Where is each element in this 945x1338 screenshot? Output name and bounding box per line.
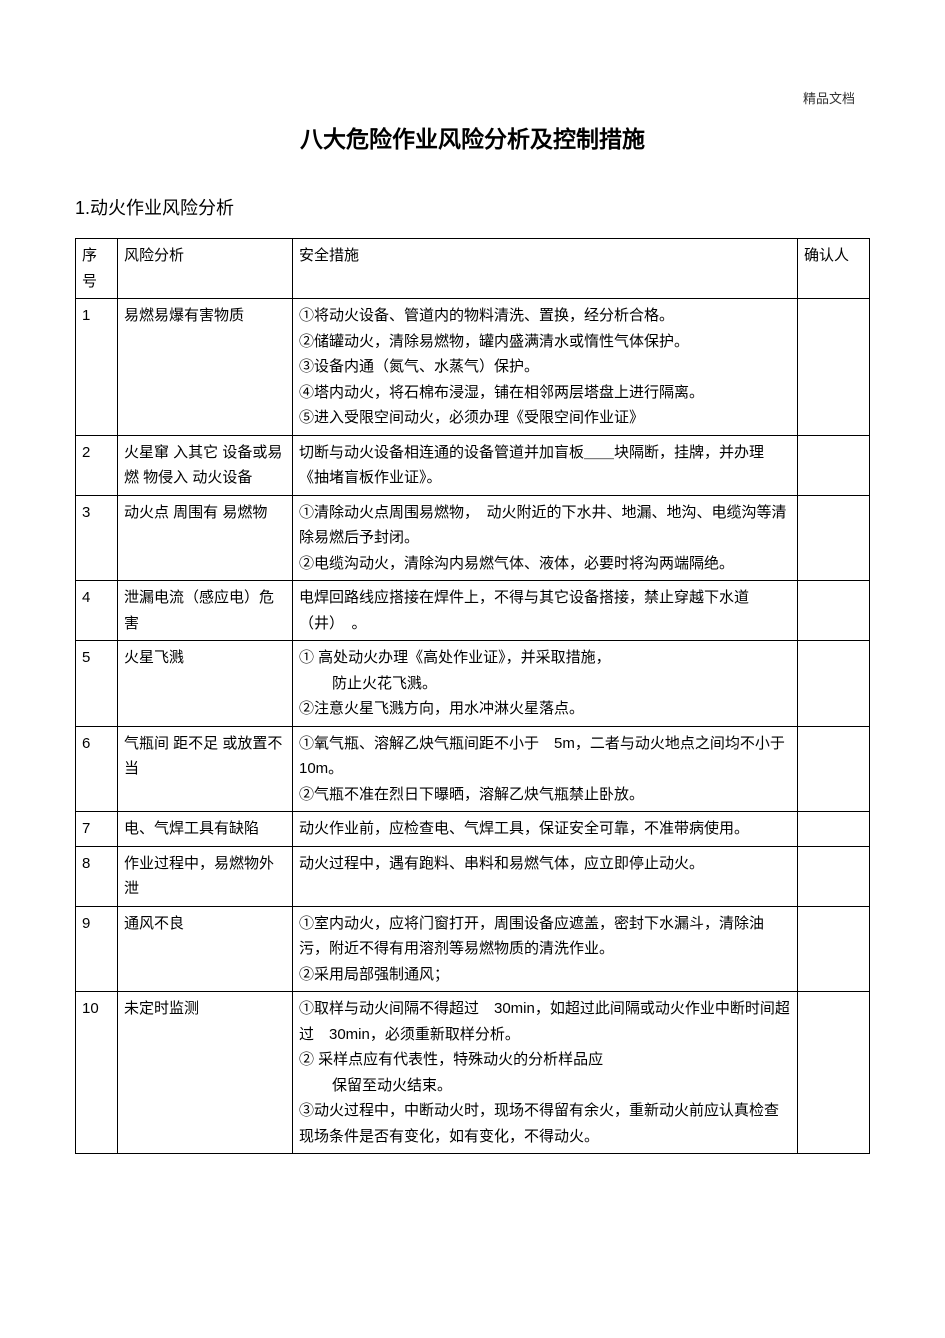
cell-measure: ①将动火设备、管道内的物料清洗、置换，经分析合格。②储罐动火，清除易燃物，罐内盛… xyxy=(293,299,798,436)
measure-line: ④塔内动火，将石棉布浸湿，铺在相邻两层塔盘上进行隔离。 xyxy=(299,380,791,406)
measure-line: ① 高处动火办理《高处作业证》，并采取措施， xyxy=(299,645,791,671)
col-header-num: 序号 xyxy=(76,239,118,299)
cell-num: 7 xyxy=(76,812,118,847)
measure-line: 切断与动火设备相连通的设备管道并加盲板＿＿块隔断，挂牌，并办理《抽堵盲板作业证》… xyxy=(299,440,791,491)
cell-measure: 动火作业前，应检查电、气焊工具，保证安全可靠，不准带病使用。 xyxy=(293,812,798,847)
table-row: 8作业过程中，易燃物外泄动火过程中，遇有跑料、串料和易燃气体，应立即停止动火。 xyxy=(76,846,870,906)
measure-line: 防止火花飞溅。 xyxy=(299,671,791,697)
cell-num: 2 xyxy=(76,435,118,495)
measure-line: 保留至动火结束。 xyxy=(299,1073,791,1099)
measure-line: ②注意火星飞溅方向，用水冲淋火星落点。 xyxy=(299,696,791,722)
cell-num: 5 xyxy=(76,641,118,727)
cell-num: 10 xyxy=(76,992,118,1154)
table-row: 3动火点 周围有 易燃物①清除动火点周围易燃物， 动火附近的下水井、地漏、地沟、… xyxy=(76,495,870,581)
measure-line: ①取样与动火间隔不得超过 30min，如超过此间隔或动火作业中断时间超过 30m… xyxy=(299,996,791,1047)
measure-line: ①清除动火点周围易燃物， 动火附近的下水井、地漏、地沟、电缆沟等清除易燃后予封闭… xyxy=(299,500,791,551)
cell-risk: 动火点 周围有 易燃物 xyxy=(118,495,293,581)
table-row: 4泄漏电流（感应电）危害电焊回路线应搭接在焊件上，不得与其它设备搭接，禁止穿越下… xyxy=(76,581,870,641)
cell-risk: 火星飞溅 xyxy=(118,641,293,727)
cell-confirm xyxy=(798,846,870,906)
section-title: 1.动火作业风险分析 xyxy=(75,194,870,220)
measure-line: ② 采样点应有代表性，特殊动火的分析样品应 xyxy=(299,1047,791,1073)
cell-risk: 易燃易爆有害物质 xyxy=(118,299,293,436)
cell-measure: ①室内动火，应将门窗打开，周围设备应遮盖，密封下水漏斗，清除油污，附近不得有用溶… xyxy=(293,906,798,992)
cell-risk: 电、气焊工具有缺陷 xyxy=(118,812,293,847)
table-row: 1易燃易爆有害物质①将动火设备、管道内的物料清洗、置换，经分析合格。②储罐动火，… xyxy=(76,299,870,436)
document-page: 精品文档 八大危险作业风险分析及控制措施 1.动火作业风险分析 序号 风险分析 … xyxy=(0,0,945,1184)
table-row: 9通风不良①室内动火，应将门窗打开，周围设备应遮盖，密封下水漏斗，清除油污，附近… xyxy=(76,906,870,992)
measure-line: ⑤进入受限空间动火，必须办理《受限空间作业证》 xyxy=(299,405,791,431)
measure-line: 动火作业前，应检查电、气焊工具，保证安全可靠，不准带病使用。 xyxy=(299,816,791,842)
cell-risk: 火星窜 入其它 设备或易燃 物侵入 动火设备 xyxy=(118,435,293,495)
watermark: 精品文档 xyxy=(803,88,855,107)
measure-line: 动火过程中，遇有跑料、串料和易燃气体，应立即停止动火。 xyxy=(299,851,791,877)
cell-measure: 动火过程中，遇有跑料、串料和易燃气体，应立即停止动火。 xyxy=(293,846,798,906)
table-header-row: 序号 风险分析 安全措施 确认人 xyxy=(76,239,870,299)
cell-measure: 电焊回路线应搭接在焊件上，不得与其它设备搭接，禁止穿越下水道（井） 。 xyxy=(293,581,798,641)
cell-measure: ①清除动火点周围易燃物， 动火附近的下水井、地漏、地沟、电缆沟等清除易燃后予封闭… xyxy=(293,495,798,581)
table-row: 10未定时监测①取样与动火间隔不得超过 30min，如超过此间隔或动火作业中断时… xyxy=(76,992,870,1154)
measure-line: ①氧气瓶、溶解乙炔气瓶间距不小于 5m，二者与动火地点之间均不小于 10m。 xyxy=(299,731,791,782)
cell-risk: 未定时监测 xyxy=(118,992,293,1154)
cell-confirm xyxy=(798,812,870,847)
col-header-risk: 风险分析 xyxy=(118,239,293,299)
table-row: 7电、气焊工具有缺陷动火作业前，应检查电、气焊工具，保证安全可靠，不准带病使用。 xyxy=(76,812,870,847)
measure-line: ②气瓶不准在烈日下曝晒，溶解乙炔气瓶禁止卧放。 xyxy=(299,782,791,808)
cell-confirm xyxy=(798,726,870,812)
cell-num: 6 xyxy=(76,726,118,812)
table-row: 2火星窜 入其它 设备或易燃 物侵入 动火设备切断与动火设备相连通的设备管道并加… xyxy=(76,435,870,495)
cell-num: 4 xyxy=(76,581,118,641)
cell-confirm xyxy=(798,495,870,581)
table-row: 5火星飞溅① 高处动火办理《高处作业证》，并采取措施，防止火花飞溅。②注意火星飞… xyxy=(76,641,870,727)
col-header-measure: 安全措施 xyxy=(293,239,798,299)
cell-measure: ①取样与动火间隔不得超过 30min，如超过此间隔或动火作业中断时间超过 30m… xyxy=(293,992,798,1154)
page-title: 八大危险作业风险分析及控制措施 xyxy=(75,120,870,154)
measure-line: ②电缆沟动火，清除沟内易燃气体、液体，必要时将沟两端隔绝。 xyxy=(299,551,791,577)
cell-num: 9 xyxy=(76,906,118,992)
cell-confirm xyxy=(798,299,870,436)
measure-line: ①将动火设备、管道内的物料清洗、置换，经分析合格。 xyxy=(299,303,791,329)
cell-confirm xyxy=(798,906,870,992)
measure-line: ③设备内通（氮气、水蒸气）保护。 xyxy=(299,354,791,380)
cell-risk: 泄漏电流（感应电）危害 xyxy=(118,581,293,641)
measure-line: 电焊回路线应搭接在焊件上，不得与其它设备搭接，禁止穿越下水道（井） 。 xyxy=(299,585,791,636)
measure-line: ②采用局部强制通风； xyxy=(299,962,791,988)
cell-risk: 作业过程中，易燃物外泄 xyxy=(118,846,293,906)
cell-confirm xyxy=(798,641,870,727)
cell-confirm xyxy=(798,581,870,641)
cell-num: 8 xyxy=(76,846,118,906)
col-header-confirm: 确认人 xyxy=(798,239,870,299)
measure-line: ③动火过程中，中断动火时，现场不得留有余火，重新动火前应认真检查现场条件是否有变… xyxy=(299,1098,791,1149)
cell-risk: 通风不良 xyxy=(118,906,293,992)
cell-measure: ① 高处动火办理《高处作业证》，并采取措施，防止火花飞溅。②注意火星飞溅方向，用… xyxy=(293,641,798,727)
cell-measure: 切断与动火设备相连通的设备管道并加盲板＿＿块隔断，挂牌，并办理《抽堵盲板作业证》… xyxy=(293,435,798,495)
cell-risk: 气瓶间 距不足 或放置不当 xyxy=(118,726,293,812)
cell-num: 1 xyxy=(76,299,118,436)
measure-line: ②储罐动火，清除易燃物，罐内盛满清水或惰性气体保护。 xyxy=(299,329,791,355)
cell-num: 3 xyxy=(76,495,118,581)
cell-measure: ①氧气瓶、溶解乙炔气瓶间距不小于 5m，二者与动火地点之间均不小于 10m。②气… xyxy=(293,726,798,812)
cell-confirm xyxy=(798,992,870,1154)
cell-confirm xyxy=(798,435,870,495)
risk-table: 序号 风险分析 安全措施 确认人 1易燃易爆有害物质①将动火设备、管道内的物料清… xyxy=(75,238,870,1154)
measure-line: ①室内动火，应将门窗打开，周围设备应遮盖，密封下水漏斗，清除油污，附近不得有用溶… xyxy=(299,911,791,962)
table-row: 6气瓶间 距不足 或放置不当①氧气瓶、溶解乙炔气瓶间距不小于 5m，二者与动火地… xyxy=(76,726,870,812)
